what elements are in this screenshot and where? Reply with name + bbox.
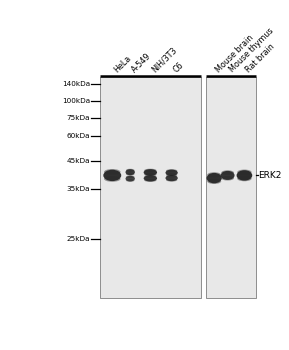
Text: C6: C6 bbox=[172, 61, 186, 74]
Ellipse shape bbox=[144, 175, 157, 182]
Text: NIH/3T3: NIH/3T3 bbox=[150, 46, 179, 74]
Ellipse shape bbox=[125, 176, 135, 181]
Ellipse shape bbox=[237, 169, 252, 175]
Ellipse shape bbox=[166, 170, 178, 176]
Ellipse shape bbox=[166, 173, 177, 176]
Ellipse shape bbox=[144, 179, 157, 182]
Text: Mouse brain: Mouse brain bbox=[214, 33, 255, 74]
Text: 35kDa: 35kDa bbox=[66, 186, 90, 192]
Text: 100kDa: 100kDa bbox=[62, 98, 90, 104]
Text: ERK2: ERK2 bbox=[259, 171, 282, 180]
Text: Rat brain: Rat brain bbox=[244, 42, 277, 74]
Ellipse shape bbox=[126, 173, 134, 176]
Ellipse shape bbox=[126, 169, 134, 172]
Ellipse shape bbox=[104, 169, 121, 175]
Ellipse shape bbox=[237, 170, 252, 181]
Ellipse shape bbox=[237, 176, 252, 181]
Ellipse shape bbox=[207, 172, 221, 177]
Ellipse shape bbox=[207, 179, 221, 184]
Text: 60kDa: 60kDa bbox=[66, 133, 90, 139]
Ellipse shape bbox=[144, 169, 157, 176]
Ellipse shape bbox=[144, 169, 157, 172]
FancyBboxPatch shape bbox=[206, 77, 256, 298]
Text: 140kDa: 140kDa bbox=[62, 81, 90, 87]
Ellipse shape bbox=[166, 175, 178, 181]
Text: Mouse thymus: Mouse thymus bbox=[228, 27, 275, 74]
Ellipse shape bbox=[221, 176, 234, 181]
Text: 25kDa: 25kDa bbox=[66, 236, 90, 242]
Ellipse shape bbox=[221, 170, 234, 175]
Ellipse shape bbox=[144, 175, 157, 178]
Text: 45kDa: 45kDa bbox=[66, 158, 90, 163]
Ellipse shape bbox=[144, 173, 157, 176]
Ellipse shape bbox=[104, 176, 121, 182]
Ellipse shape bbox=[125, 169, 135, 175]
Ellipse shape bbox=[126, 175, 134, 178]
Ellipse shape bbox=[207, 173, 222, 183]
Text: 75kDa: 75kDa bbox=[66, 115, 90, 121]
Text: A-549: A-549 bbox=[130, 51, 153, 74]
Ellipse shape bbox=[103, 170, 121, 181]
Text: HeLa: HeLa bbox=[112, 54, 133, 74]
Ellipse shape bbox=[221, 171, 235, 180]
Ellipse shape bbox=[126, 179, 134, 182]
FancyBboxPatch shape bbox=[100, 77, 201, 298]
Ellipse shape bbox=[166, 178, 177, 182]
Ellipse shape bbox=[166, 175, 177, 178]
Ellipse shape bbox=[166, 169, 177, 172]
